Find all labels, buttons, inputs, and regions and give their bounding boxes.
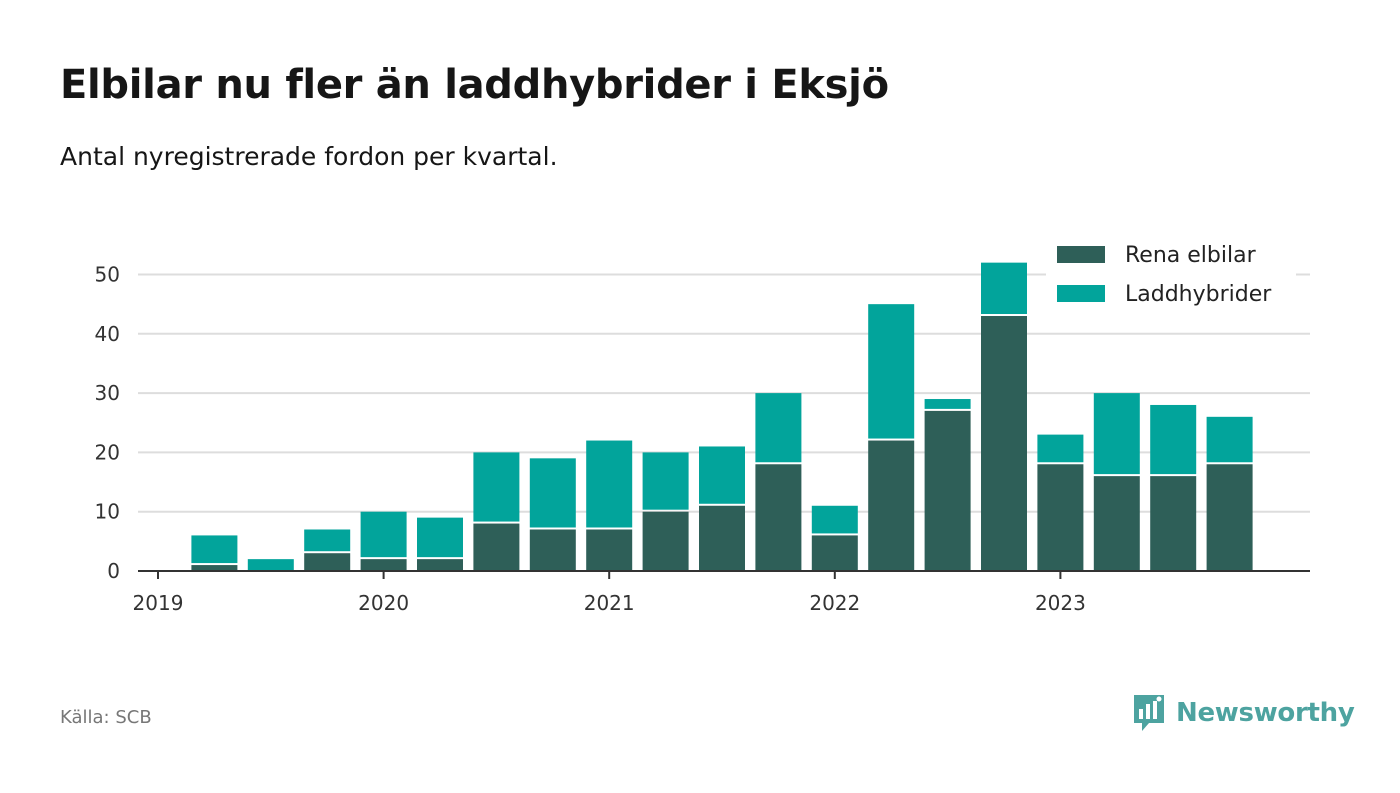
y-tick-label-0: 0 [107, 559, 120, 583]
bar-laddhybrider-2023-Q4 [1206, 416, 1253, 463]
bar-rena-elbilar-2021-Q4 [755, 464, 802, 571]
bar-rena-elbilar-2019-Q2 [191, 565, 238, 571]
y-tick-label-10: 10 [95, 500, 120, 524]
legend: Rena elbilar Laddhybrider [1046, 238, 1296, 318]
bar-rena-elbilar-2023-Q1 [1037, 464, 1084, 571]
bar-laddhybrider-2021-Q1 [586, 440, 633, 528]
brand-name: Newsworthy [1176, 698, 1355, 728]
bar-rena-elbilar-2020-Q1 [360, 559, 407, 571]
y-tick-label-30: 30 [95, 381, 120, 405]
x-tick-label-2023: 2023 [1035, 591, 1086, 615]
bar-layer [191, 262, 1253, 571]
y-tick-label-40: 40 [95, 322, 120, 346]
bar-laddhybrider-2019-Q4 [304, 529, 351, 552]
x-tick-label-2019: 2019 [133, 591, 184, 615]
chart-title: Elbilar nu fler än laddhybrider i Eksjö [60, 62, 889, 108]
chart-subtitle: Antal nyregistrerade fordon per kvartal. [60, 142, 558, 171]
bar-rena-elbilar-2022-Q1 [811, 535, 858, 571]
bar-laddhybrider-2020-Q3 [473, 452, 520, 522]
bar-laddhybrider-2023-Q3 [1150, 404, 1197, 475]
bar-rena-elbilar-2020-Q4 [529, 529, 576, 571]
axis-layer: 0 10 20 30 40 50 2019 2020 2021 2022 2023 [95, 263, 1310, 615]
bar-laddhybrider-2022-Q2 [868, 304, 915, 439]
bar-rena-elbilar-2021-Q2 [642, 511, 689, 571]
bar-laddhybrider-2023-Q2 [1093, 393, 1140, 475]
bar-rena-elbilar-2023-Q4 [1206, 464, 1253, 571]
legend-swatch-laddhybrider [1057, 285, 1105, 302]
bar-laddhybrider-2021-Q4 [755, 393, 802, 463]
legend-label-rena-elbilar: Rena elbilar [1125, 243, 1257, 268]
bar-laddhybrider-2019-Q2 [191, 535, 238, 564]
bar-rena-elbilar-2022-Q2 [868, 440, 915, 571]
x-tick-label-2020: 2020 [358, 591, 409, 615]
legend-label-laddhybrider: Laddhybrider [1125, 282, 1272, 307]
bar-rena-elbilar-2021-Q3 [699, 505, 745, 571]
bar-rena-elbilar-2023-Q3 [1150, 476, 1197, 571]
x-tick-label-2021: 2021 [584, 591, 635, 615]
source-note: Källa: SCB [60, 707, 152, 728]
bar-laddhybrider-2021-Q2 [642, 452, 689, 510]
legend-swatch-rena-elbilar [1057, 246, 1105, 263]
bar-laddhybrider-2023-Q1 [1037, 434, 1084, 463]
y-tick-label-20: 20 [95, 440, 120, 464]
bar-rena-elbilar-2020-Q3 [473, 523, 520, 571]
bar-rena-elbilar-2022-Q3 [924, 410, 971, 571]
x-tick-label-2022: 2022 [809, 591, 860, 615]
bar-laddhybrider-2022-Q4 [981, 262, 1027, 315]
stacked-bar-chart: 0 10 20 30 40 50 2019 2020 2021 2022 2023 Rena elb… [94, 238, 1310, 615]
bar-laddhybrider-2020-Q1 [360, 511, 407, 558]
bar-laddhybrider-2022-Q3 [924, 399, 971, 409]
bar-laddhybrider-2021-Q3 [699, 446, 745, 504]
bar-rena-elbilar-2022-Q4 [981, 316, 1027, 571]
bar-rena-elbilar-2021-Q1 [586, 529, 633, 571]
bar-rena-elbilar-2023-Q2 [1093, 476, 1140, 571]
y-tick-label-50: 50 [95, 263, 120, 287]
newsworthy-logo: Newsworthy [1132, 692, 1355, 734]
bar-laddhybrider-2020-Q2 [417, 517, 463, 558]
bar-rena-elbilar-2020-Q2 [417, 559, 463, 571]
bar-laddhybrider-2022-Q1 [811, 505, 858, 534]
bar-rena-elbilar-2019-Q4 [304, 553, 351, 571]
newsworthy-logo-icon [1134, 695, 1164, 731]
bar-laddhybrider-2019-Q3 [247, 559, 294, 571]
bar-laddhybrider-2020-Q4 [529, 458, 576, 528]
